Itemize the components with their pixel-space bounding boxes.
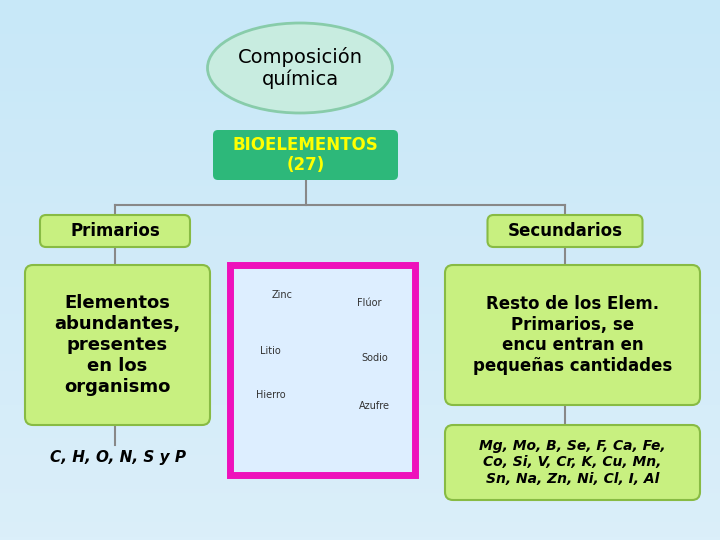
Text: Resto de los Elem.
Primarios, se
encu entran en
pequeñas cantidades: Resto de los Elem. Primarios, se encu en… xyxy=(473,295,672,375)
FancyBboxPatch shape xyxy=(445,265,700,405)
Text: Azufre: Azufre xyxy=(359,401,390,411)
Text: Sodio: Sodio xyxy=(361,353,387,363)
Text: Flúor: Flúor xyxy=(356,298,381,308)
Text: BIOELEMENTOS
(27): BIOELEMENTOS (27) xyxy=(233,136,379,174)
Text: Hierro: Hierro xyxy=(256,390,286,400)
Text: Elementos
abundantes,
presentes
en los
organismo: Elementos abundantes, presentes en los o… xyxy=(55,294,181,396)
Text: Zinc: Zinc xyxy=(271,291,292,300)
FancyBboxPatch shape xyxy=(445,425,700,500)
Text: C, H, O, N, S y P: C, H, O, N, S y P xyxy=(50,450,186,465)
Text: Mg, Mo, B, Se, F, Ca, Fe,
Co, Si, V, Cr, K, Cu, Mn,
Sn, Na, Zn, Ni, Cl, I, Al: Mg, Mo, B, Se, F, Ca, Fe, Co, Si, V, Cr,… xyxy=(480,440,666,485)
FancyBboxPatch shape xyxy=(230,265,415,475)
Text: Litio: Litio xyxy=(261,346,281,356)
Text: Primarios: Primarios xyxy=(70,222,160,240)
FancyBboxPatch shape xyxy=(487,215,642,247)
Text: Composición
química: Composición química xyxy=(238,46,362,89)
Text: Secundarios: Secundarios xyxy=(508,222,623,240)
Ellipse shape xyxy=(207,23,392,113)
FancyBboxPatch shape xyxy=(40,215,190,247)
FancyBboxPatch shape xyxy=(25,265,210,425)
FancyBboxPatch shape xyxy=(213,130,398,180)
